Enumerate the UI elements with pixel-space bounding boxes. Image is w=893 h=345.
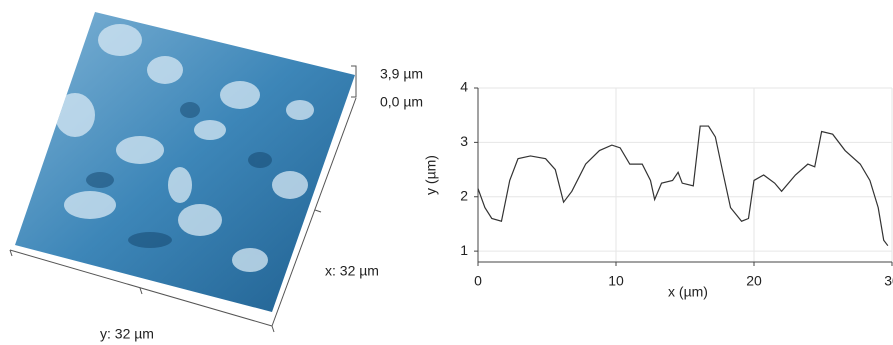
x-axis-label: x (µm) — [668, 284, 708, 300]
z-min-label: 0,0 µm — [380, 94, 423, 110]
y-tick-label: 2 — [460, 187, 468, 203]
y-size-label: y: 32 µm — [100, 326, 154, 342]
profile-chart: 1 2 3 4 0 10 20 30 x (µm) y (µm) — [423, 79, 893, 300]
profile-line — [477, 125, 889, 247]
x-tick-label: 30 — [884, 273, 893, 289]
y-axis-label: y (µm) — [423, 155, 439, 195]
x-tick-label: 0 — [474, 273, 482, 289]
y-tick-label: 4 — [460, 79, 468, 95]
x-tick-label: 10 — [608, 273, 624, 289]
surface-3d — [15, 12, 355, 312]
y-tick-label: 3 — [460, 133, 468, 149]
z-max-label: 3,9 µm — [380, 66, 423, 82]
surface-axes — [9, 65, 357, 333]
x-tick-label: 20 — [746, 273, 762, 289]
y-tick-label: 1 — [460, 242, 468, 258]
x-size-label: x: 32 µm — [325, 263, 379, 279]
